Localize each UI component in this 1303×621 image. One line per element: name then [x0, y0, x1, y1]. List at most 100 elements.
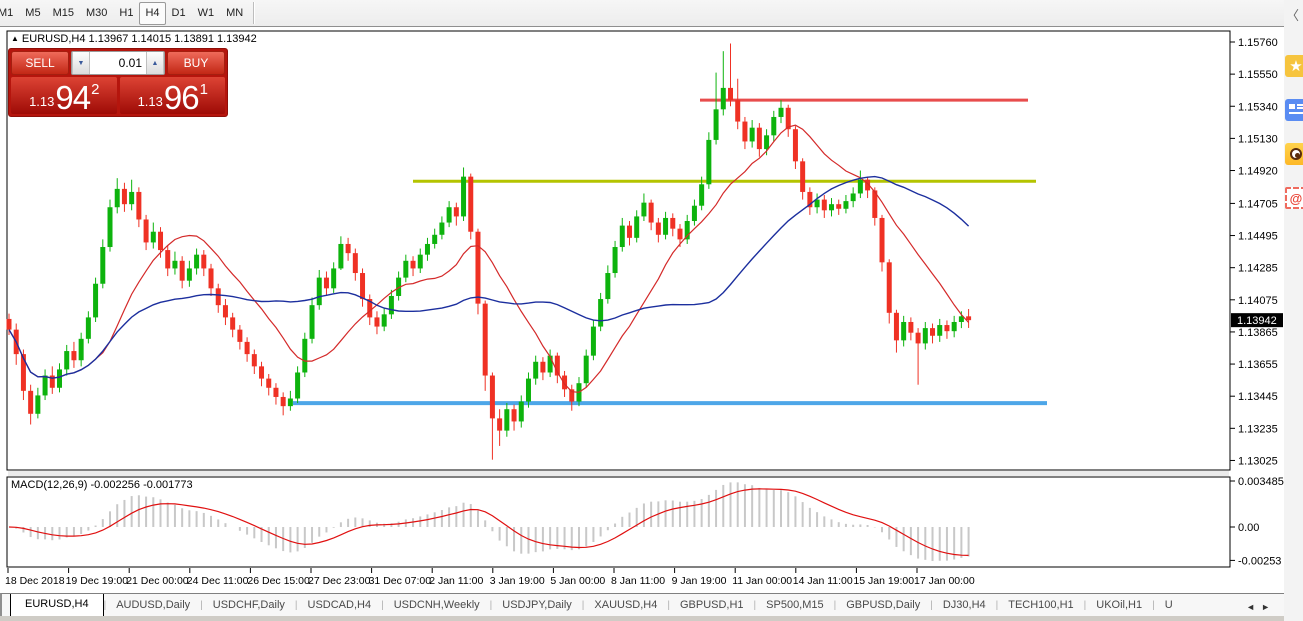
news-icon-block — [1289, 104, 1295, 109]
sell-price-big: 94 — [55, 78, 91, 116]
moving-average-34 — [8, 175, 970, 379]
buy-price-prefix: 1.13 — [137, 94, 163, 109]
timeframe-button-d1[interactable]: D1 — [166, 2, 192, 25]
macd-tick-label: -0.00253 — [1238, 555, 1281, 567]
time-tick-label: 9 Jan 19:00 — [672, 575, 727, 587]
timeframe-button-mn[interactable]: MN — [220, 2, 249, 25]
tab-separator: | — [833, 600, 837, 611]
buy-price-sup: 1 — [199, 81, 208, 98]
time-tick-label: 24 Dec 11:00 — [187, 575, 249, 587]
timeframe-button-m1[interactable]: M1 — [0, 2, 19, 25]
chart-tab-ukoil-h1[interactable]: UKOil,H1 — [1096, 599, 1143, 611]
tab-separator: | — [667, 600, 670, 611]
buy-button[interactable]: BUY — [167, 51, 225, 75]
star-icon[interactable]: ★ — [1285, 55, 1303, 77]
chart-tab-tech100-h1[interactable]: TECH100,H1 — [1008, 599, 1074, 611]
time-tick-label: 11 Jan 00:00 — [732, 575, 792, 587]
chart-tab-xauusd-h4[interactable]: XAUUSD,H4 — [594, 599, 658, 611]
tab-separator: | — [1152, 600, 1155, 611]
mail-icon[interactable]: @ — [1285, 187, 1303, 209]
timeframe-buttons: M1M5M15M30H1H4D1W1MN — [0, 0, 249, 26]
volume-decrease-icon[interactable]: ▼ — [72, 52, 90, 74]
chart-tab-u[interactable]: U — [1164, 599, 1173, 611]
sell-price-prefix: 1.13 — [29, 94, 55, 109]
chart-tab-sp500-m15[interactable]: SP500,M15 — [766, 599, 824, 611]
toolbar-separator — [253, 2, 255, 24]
weibo-eye-icon — [1290, 148, 1302, 160]
weibo-icon[interactable] — [1285, 143, 1303, 165]
chart-tab-usdjpy-daily[interactable]: USDJPY,Daily — [502, 599, 572, 611]
chart-title-text: EURUSD,H4 1.13967 1.14015 1.13891 1.1394… — [21, 33, 257, 45]
news-icon-line1 — [1297, 104, 1303, 106]
price-tick-label: 1.14495 — [1238, 231, 1278, 243]
news-icon[interactable] — [1285, 99, 1303, 121]
tab-separator: | — [1083, 600, 1087, 611]
volume-input[interactable] — [90, 52, 146, 74]
price-chart[interactable]: 1.15760 1.15550 1.15340 1.15130 1.14920 1.147… — [0, 27, 1284, 593]
timeframe-button-h1[interactable]: H1 — [113, 2, 139, 25]
price-tick-label: 1.13865 — [1238, 327, 1278, 339]
chart-tab-usdchf-daily[interactable]: USDCHF,Daily — [212, 599, 285, 611]
chart-tab-gbpusd-daily[interactable]: GBPUSD,Daily — [846, 599, 921, 611]
macd-tick-label: 0.003485 — [1238, 476, 1284, 488]
tab-separator: | — [930, 600, 933, 611]
time-tick-label: 26 Dec 15:00 — [247, 575, 310, 587]
time-tick-label: 2 Jan 11:00 — [429, 575, 483, 587]
macd-signal-line — [8, 488, 969, 556]
timeframe-button-m30[interactable]: M30 — [80, 2, 113, 25]
price-axis[interactable]: 1.15760 1.15550 1.15340 1.15130 1.14920 1.147… — [1230, 37, 1283, 467]
chart-tab-gbpusd-h1[interactable]: GBPUSD,H1 — [679, 599, 744, 611]
time-tick-label: 17 Jan 00:00 — [914, 575, 975, 587]
timeframe-toolbar: M1M5M15M30H1H4D1W1MN — [0, 0, 1284, 27]
current-price-tag — [1231, 313, 1283, 328]
timeframe-button-h4[interactable]: H4 — [139, 1, 166, 25]
news-icon-line3 — [1289, 112, 1303, 114]
timeframe-button-m15[interactable]: M15 — [47, 2, 80, 25]
sell-price-display[interactable]: 1.13 94 2 — [11, 77, 117, 114]
tab-separator: | — [995, 600, 999, 611]
tab-separator: | — [381, 600, 384, 611]
timeframe-button-w1[interactable]: W1 — [192, 2, 221, 25]
time-tick-label: 18 Dec 2018 — [5, 575, 65, 587]
tab-separator: | — [489, 600, 493, 611]
collapse-chevron-icon[interactable]: 〈 — [1286, 8, 1300, 23]
horizontal-level-lines[interactable] — [293, 98, 1047, 406]
price-tick-label: 1.14920 — [1238, 166, 1278, 178]
moving-average-13 — [8, 124, 970, 393]
price-tick-label: 1.13235 — [1238, 423, 1278, 435]
time-tick-label: 31 Dec 07:00 — [369, 575, 432, 587]
macd-indicator-label: MACD(12,26,9) -0.002256 -0.001773 — [11, 479, 193, 491]
timeframe-button-m5[interactable]: M5 — [19, 2, 46, 25]
candlestick-series — [6, 43, 972, 460]
price-tick-label: 1.14075 — [1238, 295, 1278, 307]
news-icon-line2 — [1297, 107, 1303, 109]
macd-histogram — [15, 482, 970, 562]
volume-increase-icon[interactable]: ▲ — [146, 52, 164, 74]
sell-button[interactable]: SELL — [11, 51, 69, 75]
price-tick-label: 1.15340 — [1238, 101, 1278, 113]
volume-spinner: ▼ ▲ — [71, 51, 165, 75]
time-tick-label: 14 Jan 11:00 — [793, 575, 853, 587]
tab-separator: | — [753, 600, 757, 611]
chart-title: ▲ EURUSD,H4 1.13967 1.14015 1.13891 1.139… — [11, 33, 257, 45]
chart-tab-dj30-h4[interactable]: DJ30,H4 — [942, 599, 986, 611]
chart-tab-audusd-daily[interactable]: AUDUSD,Daily — [116, 599, 191, 611]
chart-tab-usdcad-h4[interactable]: USDCAD,H4 — [307, 599, 372, 611]
buy-price-big: 96 — [163, 78, 200, 116]
tabs-scroll-right-icon[interactable]: ► — [1261, 602, 1270, 612]
collapse-panel-icon[interactable]: ▲ — [11, 34, 19, 43]
buy-price-display[interactable]: 1.13 96 1 — [119, 77, 225, 116]
tab-separator: | — [200, 600, 203, 611]
price-tick-label: 1.14285 — [1238, 263, 1278, 275]
time-tick-label: 15 Jan 19:00 — [853, 575, 914, 587]
time-tick-label: 8 Jan 11:00 — [611, 575, 665, 587]
price-tick-label: 1.15760 — [1238, 37, 1278, 49]
chart-tab-eurusd-h4[interactable]: EURUSD,H4 — [10, 594, 104, 616]
tab-separator: | — [103, 600, 107, 611]
tabs-scroll-left-icon[interactable]: ◄ — [1246, 602, 1256, 612]
time-tick-label: 19 Dec 19:00 — [66, 575, 129, 587]
macd-axis[interactable]: 0.003485 0.00 -0.00253 — [1230, 476, 1284, 567]
chart-tab-usdcnh-weekly[interactable]: USDCNH,Weekly — [393, 599, 480, 611]
